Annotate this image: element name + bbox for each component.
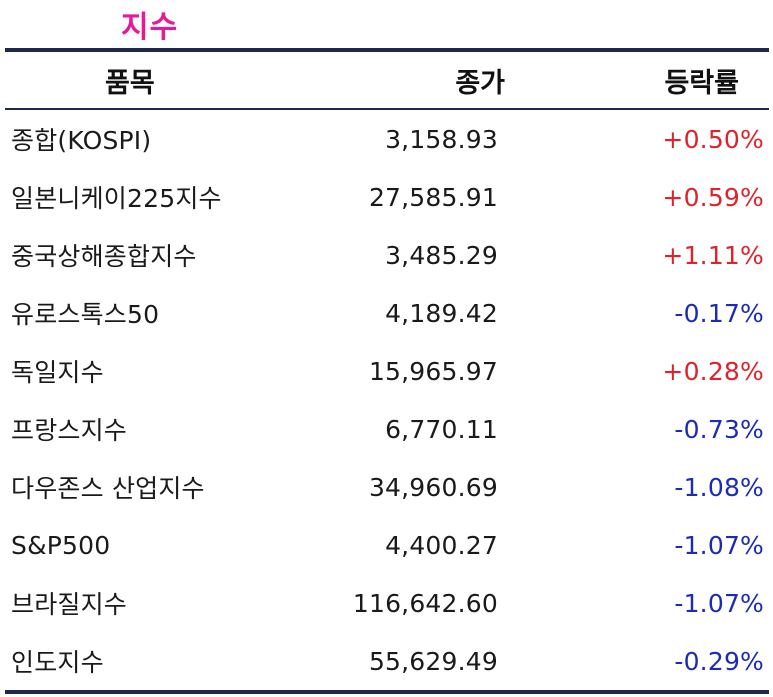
row-price: 55,629.49: [368, 646, 498, 676]
row-change: -0.17%: [674, 298, 764, 328]
row-change: -1.07%: [674, 530, 764, 560]
row-change: -1.08%: [674, 472, 764, 502]
table-row: 다우존스 산업지수 34,960.69 -1.08%: [5, 458, 769, 516]
row-change: +0.28%: [662, 356, 764, 386]
row-name: 프랑스지수: [11, 416, 128, 445]
row-name: S&P500: [11, 530, 111, 560]
row-price: 34,960.69: [368, 472, 498, 502]
table-bottom-rule: [5, 690, 769, 694]
row-name: 독일지수: [11, 358, 104, 387]
row-change: +0.50%: [662, 124, 764, 154]
header-divider: [5, 108, 769, 110]
row-change: +0.59%: [662, 182, 764, 212]
row-price: 6,770.11: [385, 414, 498, 444]
table-row: 유로스톡스50 4,189.42 -0.17%: [5, 284, 769, 342]
index-table: 품목 종가 등락률 종합(KOSPI) 3,158.93 +0.50% 일본니케이22…: [5, 48, 769, 694]
table-row: 프랑스지수 6,770.11 -0.73%: [5, 400, 769, 458]
table-row: S&P500 4,400.27 -1.07%: [5, 516, 769, 574]
table-row: 독일지수 15,965.97 +0.28%: [5, 342, 769, 400]
row-name: 인도지수: [11, 648, 104, 677]
row-name: 다우존스 산업지수: [11, 474, 205, 503]
table-row: 브라질지수 116,642.60 -1.07%: [5, 574, 769, 632]
row-change: -0.29%: [674, 646, 764, 676]
row-change: +1.11%: [662, 240, 764, 270]
table-header-row: 품목 종가 등락률: [5, 52, 769, 108]
row-name: 브라질지수: [11, 590, 128, 619]
row-price: 3,158.93: [385, 124, 498, 154]
table-row: 종합(KOSPI) 3,158.93 +0.50%: [5, 110, 769, 168]
header-change: 등락률: [664, 67, 739, 99]
header-price: 종가: [455, 67, 505, 99]
row-name: 중국상해종합지수: [11, 242, 197, 271]
row-price: 15,965.97: [368, 356, 498, 386]
row-name: 일본니케이225지수: [11, 184, 222, 213]
section-title: 지수: [121, 10, 179, 45]
table-row: 인도지수 55,629.49 -0.29%: [5, 632, 769, 690]
table-row: 중국상해종합지수 3,485.29 +1.11%: [5, 226, 769, 284]
row-price: 4,189.42: [385, 298, 498, 328]
table-row: 일본니케이225지수 27,585.91 +0.59%: [5, 168, 769, 226]
table-top-rule: [5, 48, 769, 52]
row-price: 3,485.29: [385, 240, 498, 270]
header-name: 품목: [105, 67, 155, 99]
table-body: 종합(KOSPI) 3,158.93 +0.50% 일본니케이225지수 27,585.…: [5, 110, 769, 690]
row-name: 유로스톡스50: [11, 300, 160, 329]
row-name: 종합(KOSPI): [11, 126, 152, 155]
row-price: 4,400.27: [385, 530, 498, 560]
row-price: 27,585.91: [368, 182, 498, 212]
row-change: -1.07%: [674, 588, 764, 618]
row-change: -0.73%: [674, 414, 764, 444]
row-price: 116,642.60: [352, 588, 498, 618]
